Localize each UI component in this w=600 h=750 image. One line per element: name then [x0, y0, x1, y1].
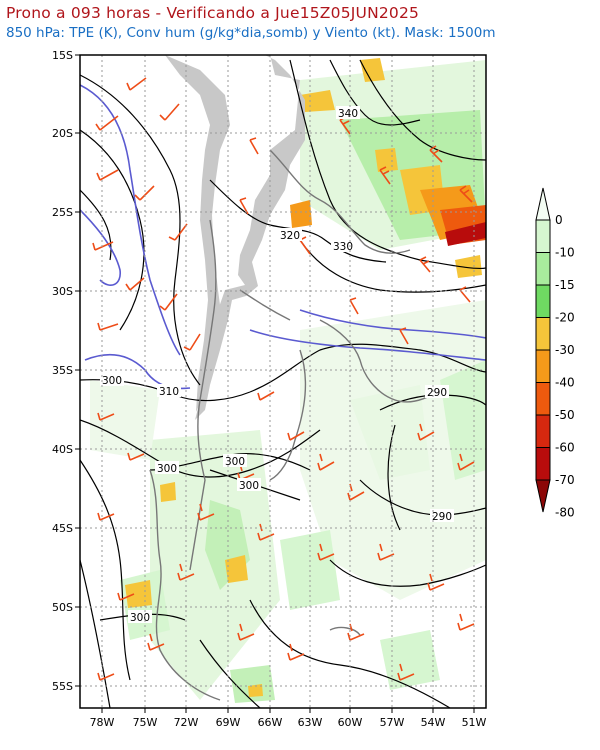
- lat-label: 55S: [52, 680, 73, 693]
- contour-label: 330: [333, 241, 353, 253]
- lon-label: 78W: [90, 716, 115, 729]
- colorbar-label: -40: [555, 376, 575, 390]
- lon-label: 72W: [174, 716, 199, 729]
- contour-label: 290: [427, 387, 447, 399]
- longitude-labels: 78W 75W 72W 69W 66W 63W 60W 57W 54W 51W: [90, 716, 487, 729]
- colorbar-segment: [535, 349, 551, 383]
- colorbar-bottom-arrow: [535, 479, 551, 513]
- contour-label: 290: [432, 511, 452, 523]
- lon-label: 63W: [298, 716, 323, 729]
- contour-label: 300: [225, 456, 245, 468]
- lon-label: 54W: [421, 716, 446, 729]
- colorbar-segment: [535, 447, 551, 481]
- lat-label: 30S: [52, 285, 73, 298]
- lat-label: 40S: [52, 443, 73, 456]
- colorbar-segment: [535, 414, 551, 448]
- grid-lines: [80, 55, 486, 708]
- lat-label: 45S: [52, 522, 73, 535]
- contour-label: 300: [239, 480, 259, 492]
- contour-label: 320: [280, 230, 300, 242]
- colorbar-label: -15: [555, 278, 575, 292]
- lat-label: 15S: [52, 49, 73, 62]
- contour-labels: 340 320 330 290 300 310 300 300 300 290 …: [100, 106, 454, 624]
- map-subtitle: 850 hPa: TPE (K), Conv hum (g/kg*dia,som…: [6, 25, 496, 41]
- colorbar-segment: [535, 252, 551, 286]
- colorbar-label: -60: [555, 441, 575, 455]
- contour-label: 300: [157, 463, 177, 475]
- map-title: Prono a 093 horas - Verificando a Jue15Z…: [6, 4, 420, 22]
- terrain-mask-west: [165, 55, 230, 412]
- tick-marks: [75, 54, 475, 713]
- lon-label: 57W: [380, 716, 405, 729]
- contour-label: 310: [159, 386, 179, 398]
- contour-label: 300: [102, 375, 122, 387]
- latitude-labels: 15S 20S 25S 30S 35S 40S 45S 50S 55S: [52, 49, 73, 693]
- lat-label: 20S: [52, 127, 73, 140]
- colorbar: 0 -10 -15 -20 -30 -40 -50 -60 -70 -80: [535, 187, 575, 520]
- country-borders: [149, 149, 441, 701]
- colorbar-segment: [535, 284, 551, 318]
- wind-barbs: [92, 77, 475, 681]
- contour-label: 300: [130, 612, 150, 624]
- colorbar-segment: [535, 317, 551, 351]
- plot-frame: [79, 54, 487, 709]
- lat-label: 50S: [52, 601, 73, 614]
- colorbar-label: -10: [555, 246, 575, 260]
- lon-label: 60W: [338, 716, 363, 729]
- contour-label: 340: [338, 108, 358, 120]
- lon-label: 69W: [216, 716, 241, 729]
- colorbar-label: -70: [555, 473, 575, 487]
- lat-label: 35S: [52, 364, 73, 377]
- lon-label: 51W: [462, 716, 487, 729]
- lon-label: 75W: [133, 716, 158, 729]
- lat-label: 25S: [52, 206, 73, 219]
- colorbar-label: -20: [555, 311, 575, 325]
- colorbar-top-arrow: [535, 187, 551, 221]
- lon-label: 66W: [258, 716, 283, 729]
- strong-convergence-shading: [125, 58, 486, 697]
- colorbar-segment: [535, 382, 551, 416]
- colorbar-segment: [535, 219, 551, 253]
- colorbar-label: 0: [555, 213, 563, 227]
- colorbar-label: -30: [555, 343, 575, 357]
- colorbar-label: -80: [555, 506, 575, 520]
- colorbar-label: -50: [555, 408, 575, 422]
